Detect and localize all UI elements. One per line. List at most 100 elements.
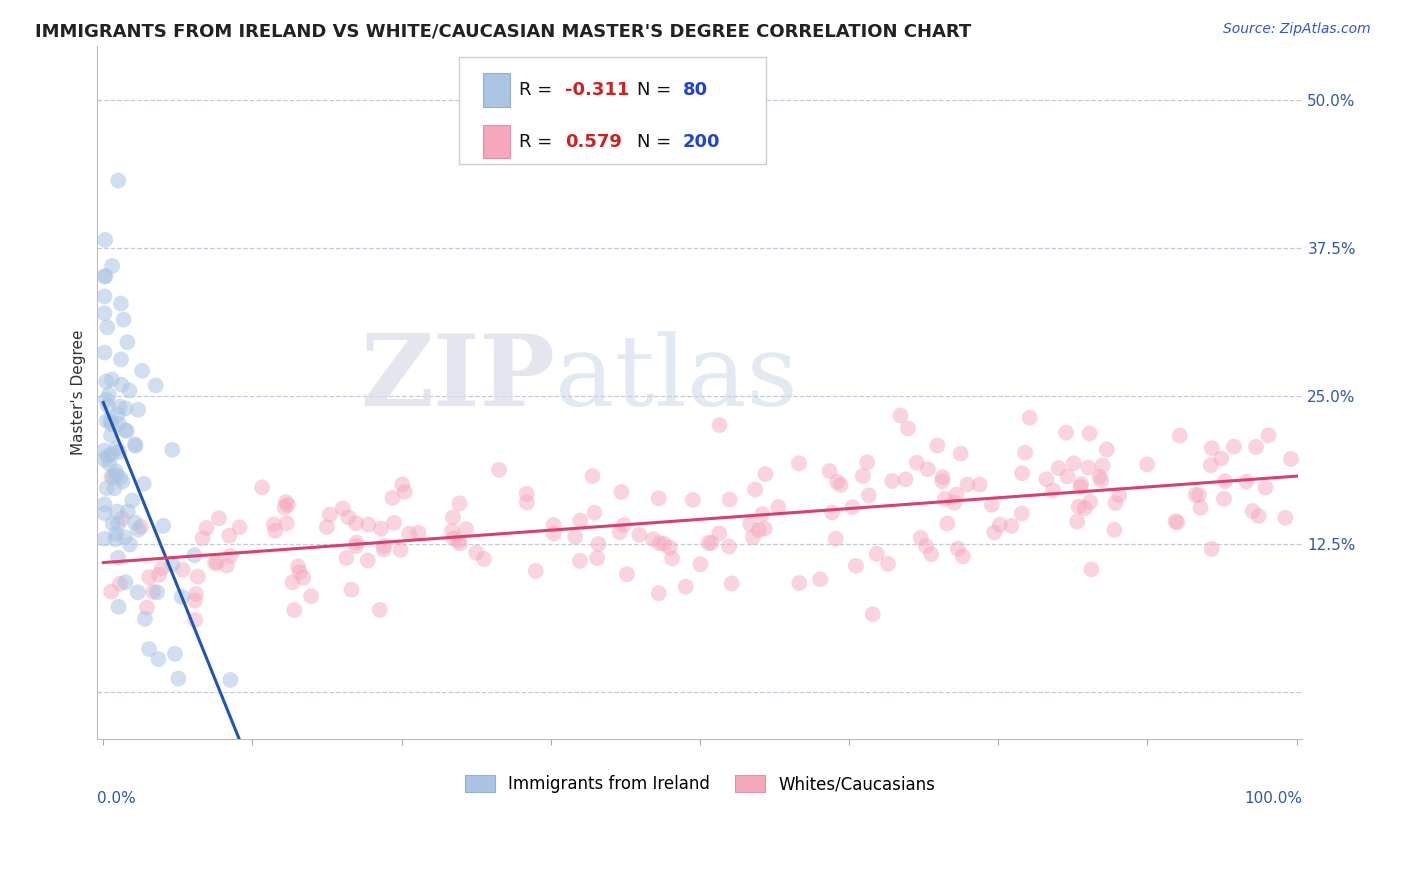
Point — [96, 392, 118, 407]
Text: N =: N = — [637, 133, 678, 151]
Point — [121, 493, 143, 508]
Point — [841, 500, 863, 515]
Point — [373, 542, 395, 557]
Point — [652, 537, 675, 551]
Point — [889, 409, 911, 423]
Point — [288, 565, 311, 579]
Point — [936, 516, 959, 531]
Point — [96, 481, 118, 495]
Point — [449, 496, 471, 510]
Point — [852, 469, 875, 483]
Point — [100, 448, 122, 462]
Text: 80: 80 — [683, 81, 709, 99]
Point — [100, 428, 122, 442]
Point — [191, 531, 214, 545]
Point — [107, 173, 129, 187]
Point — [1189, 500, 1212, 515]
Point — [1104, 496, 1126, 510]
Point — [956, 477, 979, 491]
Point — [454, 522, 477, 536]
Point — [101, 470, 124, 484]
Point — [1000, 519, 1022, 533]
Point — [658, 541, 681, 555]
Point — [93, 497, 115, 511]
Point — [1070, 477, 1092, 491]
Point — [472, 552, 495, 566]
Point — [208, 511, 231, 525]
Point — [740, 517, 762, 532]
Text: atlas: atlas — [555, 331, 799, 426]
Point — [628, 528, 651, 542]
Point — [204, 556, 226, 570]
Point — [340, 582, 363, 597]
Text: 0.579: 0.579 — [565, 133, 621, 151]
Point — [150, 561, 173, 575]
Point — [100, 469, 122, 483]
Point — [1095, 442, 1118, 457]
Point — [373, 539, 395, 553]
Text: Source: ZipAtlas.com: Source: ZipAtlas.com — [1223, 22, 1371, 37]
Point — [97, 388, 120, 402]
Point — [146, 585, 169, 599]
Point — [132, 476, 155, 491]
Point — [382, 516, 405, 530]
Point — [96, 449, 118, 463]
Point — [1056, 469, 1078, 483]
Point — [319, 508, 342, 522]
Point — [398, 526, 420, 541]
Point — [97, 399, 120, 413]
FancyBboxPatch shape — [484, 73, 509, 106]
Point — [488, 463, 510, 477]
Point — [808, 572, 831, 586]
Point — [754, 522, 776, 536]
Point — [127, 402, 149, 417]
Point — [709, 526, 731, 541]
Point — [114, 423, 136, 437]
Point — [108, 470, 131, 484]
Point — [1066, 515, 1088, 529]
Point — [862, 607, 884, 622]
Point — [114, 530, 136, 544]
Point — [142, 584, 165, 599]
Point — [344, 539, 367, 553]
Point — [1241, 504, 1264, 518]
Point — [1164, 514, 1187, 528]
Point — [108, 417, 131, 432]
Point — [441, 510, 464, 524]
Point — [830, 478, 852, 492]
Point — [107, 599, 129, 614]
Point — [1011, 507, 1033, 521]
Point — [934, 491, 956, 506]
Point — [586, 551, 609, 566]
Point — [127, 585, 149, 599]
Point — [117, 504, 139, 518]
Point — [1136, 458, 1159, 472]
Point — [107, 516, 129, 531]
Point — [103, 481, 125, 495]
Point — [568, 554, 591, 568]
Point — [969, 477, 991, 491]
Point — [897, 421, 920, 435]
Point — [524, 564, 547, 578]
Point — [94, 268, 117, 283]
Point — [299, 589, 322, 603]
Point — [641, 532, 664, 546]
Point — [163, 647, 186, 661]
Point — [675, 580, 697, 594]
Point — [931, 470, 953, 484]
Point — [93, 345, 115, 359]
Point — [821, 506, 844, 520]
Point — [1070, 480, 1092, 494]
Point — [105, 527, 128, 541]
Point — [1018, 410, 1040, 425]
Point — [276, 516, 298, 531]
Point — [145, 378, 167, 392]
Point — [205, 556, 228, 570]
Point — [1077, 460, 1099, 475]
Point — [516, 495, 538, 509]
Point — [167, 672, 190, 686]
Point — [332, 501, 354, 516]
Point — [115, 424, 138, 438]
Point — [1274, 510, 1296, 524]
Point — [1108, 488, 1130, 502]
